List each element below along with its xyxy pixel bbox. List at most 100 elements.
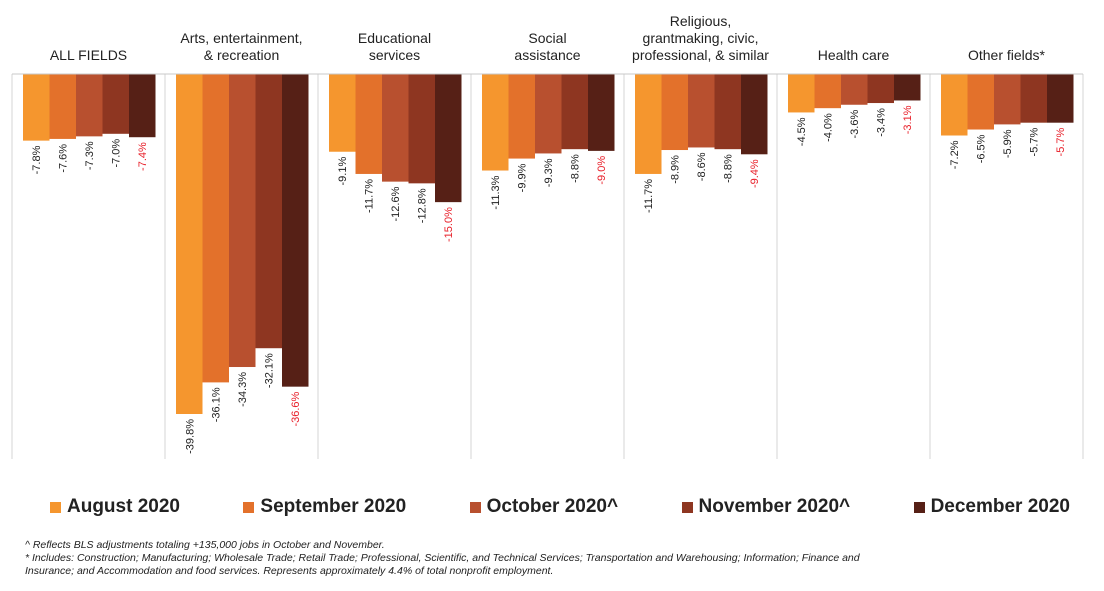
value-label-other-s2: -5.9% (1002, 129, 1014, 158)
bar-educational-s3 (408, 74, 435, 184)
value-label-health-s1: -4.0% (823, 113, 835, 142)
bar-all-fields-s4 (129, 74, 156, 138)
value-label-religious-s1: -8.9% (670, 155, 682, 184)
value-label-arts-s1: -36.1% (211, 387, 223, 422)
bar-all-fields-s3 (102, 74, 129, 134)
bar-religious-s1 (661, 74, 688, 151)
value-label-health-s2: -3.6% (849, 110, 861, 139)
legend-label-november: November 2020^ (698, 496, 851, 517)
bar-health-s2 (841, 74, 868, 105)
legend-label-october: October 2020^ (486, 496, 619, 517)
footnote-other-fields-cont: Insurance; and Accommodation and food se… (25, 565, 554, 577)
footnotes: ^ Reflects BLS adjustments totaling +135… (25, 539, 1085, 578)
value-label-health-s0: -4.5% (796, 117, 808, 146)
category-label-religious: grantmaking, civic, (643, 30, 759, 46)
value-label-arts-s0: -39.8% (184, 419, 196, 454)
category-label-arts: & recreation (204, 47, 279, 63)
value-label-educational-s3: -12.8% (417, 188, 429, 223)
value-label-all-fields-s1: -7.6% (58, 144, 70, 173)
value-label-educational-s1: -11.7% (364, 179, 376, 213)
value-label-social-s3: -8.8% (570, 154, 582, 183)
category-label-social: assistance (514, 47, 580, 63)
value-label-other-s1: -6.5% (976, 134, 988, 163)
legend-item-august: August 2020 (50, 496, 180, 518)
value-label-other-s3: -5.7% (1029, 127, 1041, 156)
category-label-religious: professional, & similar (632, 47, 769, 63)
bar-religious-s4 (741, 74, 768, 155)
value-label-health-s4: -3.1% (902, 105, 914, 134)
bar-social-s1 (508, 74, 535, 159)
category-label-health: Health care (818, 47, 890, 63)
value-label-social-s4: -9.0% (596, 156, 608, 185)
value-label-social-s1: -9.9% (517, 163, 529, 192)
value-label-educational-s0: -9.1% (337, 157, 349, 186)
value-label-religious-s4: -9.4% (749, 159, 761, 188)
value-label-arts-s3: -32.1% (264, 353, 276, 388)
value-label-all-fields-s3: -7.0% (111, 139, 123, 168)
bar-health-s0 (788, 74, 815, 113)
value-label-social-s0: -11.3% (490, 175, 502, 209)
bar-other-s4 (1047, 74, 1074, 123)
legend-label-december: December 2020 (930, 496, 1070, 517)
bar-arts-s4 (282, 74, 309, 387)
value-label-other-s4: -5.7% (1055, 127, 1067, 156)
bar-arts-s2 (229, 74, 256, 368)
category-label-educational: Educational (358, 30, 431, 46)
legend-item-december: December 2020 (913, 496, 1070, 518)
bar-other-s1 (967, 74, 994, 130)
bar-educational-s1 (355, 74, 382, 174)
legend-label-august: August 2020 (67, 496, 180, 517)
value-labels: -7.8% -7.6% -7.3% -7.0% -7.4% -39.8% -36.1% -34… (31, 105, 1067, 454)
category-label-educational: services (369, 47, 420, 63)
value-label-arts-s2: -34.3% (237, 372, 249, 407)
category-label-all-fields: ALL FIELDS (50, 47, 127, 63)
panel-dividers (11, 74, 1084, 459)
chart-bars (23, 74, 1074, 414)
bar-all-fields-s1 (49, 74, 76, 139)
legend-swatch-november (681, 501, 693, 513)
footnote-adjustments: ^ Reflects BLS adjustments totaling +135… (25, 539, 385, 551)
legend-swatch-september (243, 501, 255, 513)
bar-health-s1 (814, 74, 841, 109)
value-label-all-fields-s0: -7.8% (31, 145, 43, 174)
bar-arts-s0 (176, 74, 203, 414)
value-label-all-fields-s2: -7.3% (84, 141, 96, 170)
bar-other-s2 (994, 74, 1021, 125)
value-label-religious-s2: -8.6% (696, 152, 708, 181)
bar-educational-s4 (435, 74, 462, 203)
bar-religious-s3 (714, 74, 741, 150)
legend-swatch-october (469, 501, 481, 513)
legend-item-october: October 2020^ (469, 496, 619, 518)
legend-swatch-august (50, 501, 61, 513)
value-label-all-fields-s4: -7.4% (137, 142, 149, 171)
bar-religious-s2 (688, 74, 715, 148)
value-label-educational-s2: -12.6% (390, 186, 402, 221)
legend-label-september: September 2020 (260, 496, 407, 517)
bar-chart: -7.8% -7.6% -7.3% -7.0% -7.4% -39.8% -36.1% -34… (11, 13, 1084, 459)
bar-health-s4 (894, 74, 921, 101)
bar-health-s3 (867, 74, 894, 104)
bar-all-fields-s2 (76, 74, 103, 137)
bar-social-s4 (588, 74, 615, 151)
value-label-other-s0: -7.2% (949, 140, 961, 169)
legend-swatch-december (913, 501, 925, 513)
category-label-other: Other fields* (968, 47, 1046, 63)
bar-social-s2 (535, 74, 562, 154)
legend-item-november: November 2020^ (681, 496, 851, 518)
bar-educational-s0 (329, 74, 356, 152)
category-label-social: Social (528, 30, 566, 46)
category-labels: ALL FIELDS Arts, entertainment,& recreati… (50, 13, 1046, 63)
bar-arts-s3 (255, 74, 282, 349)
bar-arts-s1 (202, 74, 229, 383)
value-label-educational-s4: -15.0% (443, 207, 455, 242)
bar-educational-s2 (382, 74, 409, 182)
value-label-religious-s0: -11.7% (643, 179, 655, 213)
value-label-religious-s3: -8.8% (723, 154, 735, 183)
legend: August 2020 September 2020 October 2020^… (50, 494, 1070, 520)
category-label-religious: Religious, (670, 13, 731, 29)
footnote-other-fields: * Includes: Construction; Manufacturing;… (25, 552, 860, 564)
legend-item-september: September 2020 (243, 496, 406, 518)
bar-social-s0 (482, 74, 509, 171)
bar-social-s3 (561, 74, 588, 150)
value-label-health-s3: -3.4% (876, 108, 888, 137)
